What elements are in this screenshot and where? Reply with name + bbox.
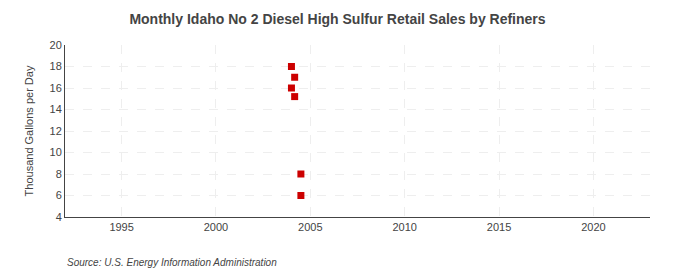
- svg-text:10: 10: [50, 146, 62, 158]
- svg-text:16: 16: [50, 82, 62, 94]
- svg-text:12: 12: [50, 125, 62, 137]
- svg-text:2010: 2010: [392, 221, 416, 233]
- svg-text:18: 18: [50, 60, 62, 72]
- svg-text:20: 20: [50, 39, 62, 51]
- svg-text:Monthly Idaho No 2 Diesel High: Monthly Idaho No 2 Diesel High Sulfur Re…: [129, 11, 545, 27]
- svg-text:2000: 2000: [204, 221, 228, 233]
- svg-text:2015: 2015: [487, 221, 511, 233]
- svg-text:14: 14: [50, 103, 62, 115]
- svg-text:Thousand Gallons per Day: Thousand Gallons per Day: [23, 65, 35, 196]
- svg-text:8: 8: [56, 168, 62, 180]
- svg-text:Source: U.S. Energy Informatio: Source: U.S. Energy Information Administ…: [67, 257, 277, 268]
- svg-text:1995: 1995: [109, 221, 133, 233]
- svg-text:2020: 2020: [581, 221, 605, 233]
- svg-text:2005: 2005: [298, 221, 322, 233]
- svg-text:4: 4: [56, 211, 62, 223]
- svg-text:6: 6: [56, 189, 62, 201]
